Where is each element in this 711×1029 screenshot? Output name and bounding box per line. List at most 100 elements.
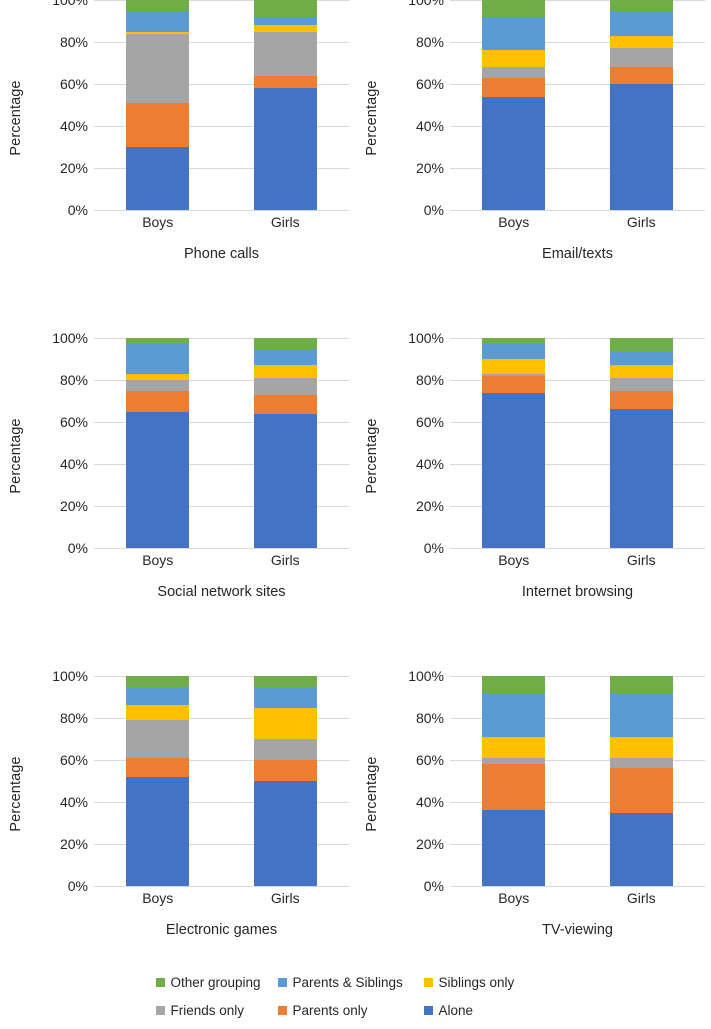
- bar-segment-alone[interactable]: [253, 88, 317, 210]
- bar-slot-boys: [94, 676, 222, 886]
- legend-item-friends-only[interactable]: Friends only: [155, 1003, 278, 1018]
- axes: [450, 676, 705, 887]
- bar-segment-friends-only[interactable]: [253, 31, 317, 76]
- bar-segment-parents-siblings[interactable]: [253, 348, 317, 366]
- stacked-bar-girls[interactable]: [609, 0, 673, 210]
- bar-segment-other-grouping[interactable]: [482, 0, 546, 17]
- bar-segment-friends-only[interactable]: [126, 720, 190, 758]
- stacked-bar-girls[interactable]: [253, 338, 317, 548]
- bar-segment-other-grouping[interactable]: [253, 338, 317, 349]
- bar-segment-siblings-only[interactable]: [609, 365, 673, 378]
- y-tick-label: 40%: [415, 456, 444, 472]
- bar-segment-other-grouping[interactable]: [609, 338, 673, 351]
- bar-segment-alone[interactable]: [482, 392, 546, 548]
- legend-item-other-grouping[interactable]: Other grouping: [155, 975, 278, 990]
- bar-segment-friends-only[interactable]: [609, 377, 673, 391]
- bar-segment-alone[interactable]: [253, 413, 317, 548]
- bar-segment-friends-only[interactable]: [482, 373, 546, 376]
- bar-segment-alone[interactable]: [609, 84, 673, 210]
- bar-segment-parents-only[interactable]: [253, 394, 317, 414]
- stacked-bar-boys[interactable]: [482, 338, 546, 548]
- bar-segment-friends-only[interactable]: [609, 757, 673, 769]
- bar-segment-other-grouping[interactable]: [482, 676, 546, 693]
- chart-panel-social-network-sites: Percentage 100% 80% 60% 40% 20% 0% Boys Girls Soc…: [0, 330, 355, 660]
- bar-segment-other-grouping[interactable]: [253, 0, 317, 17]
- bar-segment-parents-only[interactable]: [253, 760, 317, 781]
- bar-segment-alone[interactable]: [126, 776, 190, 886]
- stacked-bar-boys[interactable]: [482, 0, 546, 210]
- bar-segment-parents-only[interactable]: [126, 102, 190, 147]
- bar-segment-parents-siblings[interactable]: [482, 692, 546, 737]
- bar-segment-parents-only[interactable]: [482, 375, 546, 393]
- bar-segment-other-grouping[interactable]: [253, 676, 317, 687]
- bar-segment-alone[interactable]: [609, 812, 673, 886]
- bar-segment-alone[interactable]: [126, 411, 190, 548]
- bar-segment-parents-siblings[interactable]: [482, 16, 546, 51]
- stacked-bar-girls[interactable]: [609, 676, 673, 886]
- legend-item-parents-only[interactable]: Parents only: [277, 1003, 424, 1018]
- legend-item-parents-and-siblings[interactable]: Parents & Siblings: [277, 975, 424, 990]
- stacked-bar-girls[interactable]: [253, 0, 317, 210]
- bar-segment-parents-only[interactable]: [482, 77, 546, 97]
- legend-swatch-icon: [155, 1005, 165, 1015]
- bar-segment-other-grouping[interactable]: [609, 676, 673, 693]
- bar-segment-siblings-only[interactable]: [609, 35, 673, 49]
- stacked-bar-boys[interactable]: [482, 676, 546, 886]
- bar-segment-friends-only[interactable]: [126, 380, 190, 391]
- stacked-bar-girls[interactable]: [253, 676, 317, 886]
- bar-segment-other-grouping[interactable]: [126, 0, 190, 11]
- bar-segment-parents-siblings[interactable]: [609, 350, 673, 366]
- bar-segment-alone[interactable]: [126, 147, 190, 210]
- y-tick-label: 80%: [415, 710, 444, 726]
- bar-segment-alone[interactable]: [482, 810, 546, 886]
- bar-segment-alone[interactable]: [609, 409, 673, 548]
- bar-segment-parents-siblings[interactable]: [253, 16, 317, 26]
- stacked-bar-boys[interactable]: [126, 0, 190, 210]
- bar-segment-alone[interactable]: [482, 96, 546, 210]
- bar-segment-siblings-only[interactable]: [482, 359, 546, 374]
- panel-title: Phone calls: [184, 246, 259, 262]
- bar-segment-parents-siblings[interactable]: [126, 686, 190, 706]
- bar-segment-other-grouping[interactable]: [609, 0, 673, 11]
- bar-segment-siblings-only[interactable]: [126, 373, 190, 380]
- bar-segment-siblings-only[interactable]: [253, 707, 317, 739]
- bar-segment-parents-only[interactable]: [482, 764, 546, 811]
- bar-segment-parents-only[interactable]: [126, 757, 190, 777]
- legend-item-alone[interactable]: Alone: [423, 1003, 556, 1018]
- bar-segment-other-grouping[interactable]: [482, 338, 546, 345]
- stacked-bar-boys[interactable]: [126, 676, 190, 886]
- bar-segment-siblings-only[interactable]: [482, 50, 546, 68]
- bar-segment-parents-siblings[interactable]: [482, 344, 546, 360]
- bar-segment-parents-only[interactable]: [609, 67, 673, 84]
- bar-segment-siblings-only[interactable]: [253, 25, 317, 32]
- bar-segment-other-grouping[interactable]: [126, 338, 190, 345]
- bar-segment-friends-only[interactable]: [482, 757, 546, 765]
- stacked-bar-boys[interactable]: [126, 338, 190, 548]
- bar-segment-siblings-only[interactable]: [253, 365, 317, 378]
- bar-segment-parents-siblings[interactable]: [126, 10, 190, 32]
- gridline: [94, 464, 349, 465]
- gridline: [94, 886, 349, 887]
- bar-segment-siblings-only[interactable]: [609, 736, 673, 758]
- legend-item-siblings-only[interactable]: Siblings only: [423, 975, 556, 990]
- bar-segment-friends-only[interactable]: [253, 739, 317, 760]
- bar-segment-siblings-only[interactable]: [126, 705, 190, 721]
- bar-segment-parents-siblings[interactable]: [609, 10, 673, 36]
- bar-segment-parents-siblings[interactable]: [253, 686, 317, 708]
- bar-segment-friends-only[interactable]: [609, 48, 673, 68]
- bar-segment-siblings-only[interactable]: [126, 31, 190, 34]
- bar-segment-friends-only[interactable]: [482, 67, 546, 78]
- bar-segment-siblings-only[interactable]: [482, 736, 546, 758]
- stacked-bar-girls[interactable]: [609, 338, 673, 548]
- bar-segment-parents-only[interactable]: [253, 75, 317, 89]
- bar-segment-parents-siblings[interactable]: [126, 344, 190, 374]
- bar-segment-alone[interactable]: [253, 781, 317, 886]
- bar-segment-parents-only[interactable]: [609, 768, 673, 813]
- bar-segment-parents-siblings[interactable]: [609, 692, 673, 737]
- bar-segment-parents-only[interactable]: [609, 390, 673, 410]
- bar-segment-friends-only[interactable]: [126, 33, 190, 103]
- bar-segment-other-grouping[interactable]: [126, 676, 190, 687]
- bar-segment-parents-only[interactable]: [126, 390, 190, 412]
- bar-segment-friends-only[interactable]: [253, 377, 317, 395]
- y-tick-label: 60%: [59, 414, 88, 430]
